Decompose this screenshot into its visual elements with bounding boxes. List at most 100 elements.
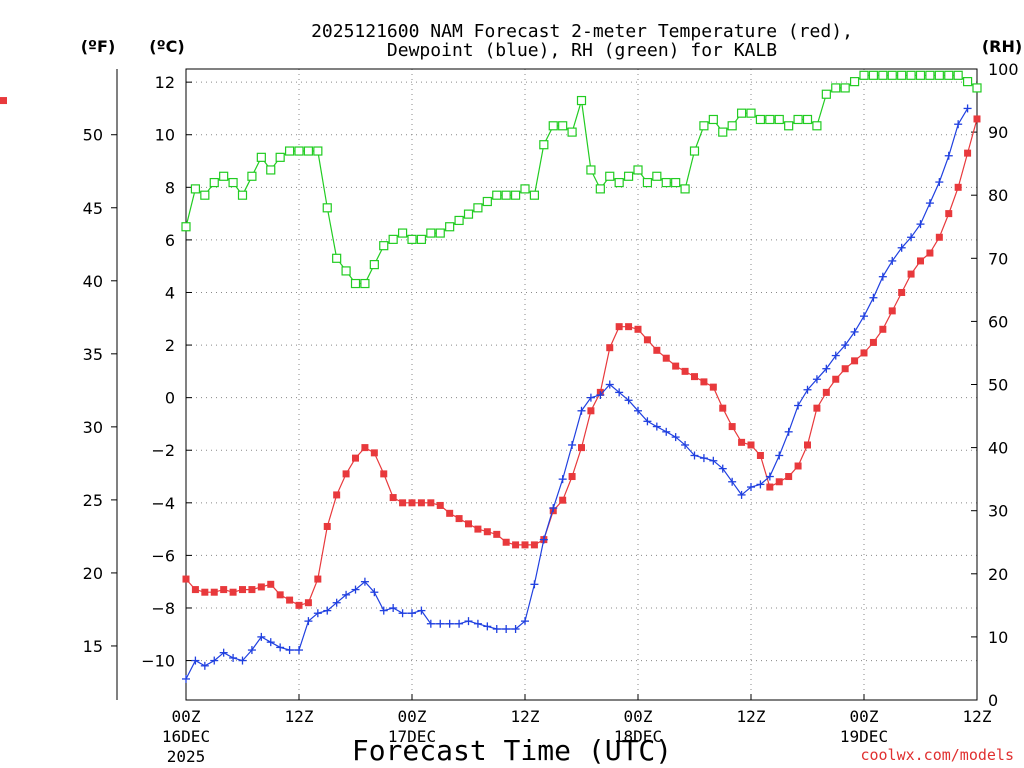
temperature-point (455, 515, 463, 523)
x-date-label: 16DEC (162, 727, 210, 746)
rh-point (812, 121, 822, 131)
fahrenheit-tick-label: 25 (83, 491, 103, 510)
dewpoint-point (586, 393, 595, 402)
dewpoint-point (276, 643, 285, 652)
rh-point (878, 70, 888, 80)
temperature-point (295, 601, 303, 609)
celsius-tick-label: 8 (165, 178, 175, 197)
rh-unit-label: (RH) (982, 37, 1022, 56)
celsius-tick-label: 2 (165, 336, 175, 355)
temperature-point (898, 288, 906, 296)
fahrenheit-tick-label: 50 (83, 126, 103, 145)
dewpoint-point (398, 609, 407, 618)
rh-point (567, 127, 577, 137)
temperature-point (417, 499, 425, 507)
celsius-tick-label: −8 (151, 599, 175, 618)
rh-point (906, 70, 916, 80)
rh-point (953, 70, 963, 80)
temperature-point (973, 115, 981, 123)
rh-point (576, 95, 587, 106)
temperature-point (427, 499, 435, 507)
rh-point (718, 127, 728, 137)
temperature-point (643, 336, 651, 344)
rh-point (284, 146, 295, 156)
celsius-tick-label: 6 (165, 231, 175, 250)
rh-point (275, 152, 285, 162)
rh-tick-label: 90 (988, 123, 1008, 142)
dewpoint-point (389, 603, 398, 612)
rh-tick-label: 40 (988, 439, 1008, 458)
celsius-tick-label: 10 (155, 126, 175, 145)
dewpoint-point (841, 341, 850, 350)
rh-point (350, 278, 361, 289)
dewpoint-point (718, 464, 727, 473)
dewpoint-point (266, 638, 275, 647)
dewpoint-point (652, 422, 661, 431)
dewpoint-point (954, 120, 963, 129)
dewpoint-point (596, 391, 605, 400)
temperature-point (502, 538, 510, 546)
rh-point (379, 241, 389, 251)
dewpoint-point (765, 472, 774, 481)
dewpoint-point (568, 440, 577, 449)
temperature-point (389, 494, 397, 502)
rh-point (558, 121, 568, 131)
rh-point (209, 177, 219, 188)
dewpoint-point (304, 617, 313, 626)
dewpoint-point (200, 661, 209, 670)
rh-point (388, 234, 398, 244)
temperature-point (822, 388, 830, 396)
temperature-point (672, 362, 680, 370)
dewpoint-line (185, 108, 969, 680)
x-tick-label: 00Z (850, 707, 879, 726)
temperature-point (691, 373, 698, 381)
credit-label: coolwx.com/models (860, 746, 1014, 764)
dewpoint-point (916, 220, 925, 229)
dewpoint-point (831, 351, 840, 360)
rh-point (397, 228, 408, 238)
dewpoint-point (681, 440, 690, 449)
temperature-point (935, 233, 943, 241)
dewpoint-point (285, 646, 294, 655)
rh-point (897, 70, 907, 80)
dewpoint-point (511, 625, 520, 634)
dewpoint-point (775, 451, 784, 460)
temperature-point (323, 522, 331, 530)
temperature-point (587, 407, 595, 415)
celsius-tick-label: 4 (165, 283, 175, 302)
rh-point (689, 146, 700, 156)
fahrenheit-tick-label: 30 (83, 418, 103, 437)
temperature-point (210, 588, 218, 596)
dewpoint-point (558, 475, 567, 484)
celsius-tick-label: −6 (151, 546, 175, 565)
temperature-point (399, 499, 407, 507)
temperature-point (342, 470, 350, 478)
x-tick-label: 12Z (963, 707, 992, 726)
temperature-point (512, 541, 520, 549)
dewpoint-point (615, 388, 624, 397)
rh-tick-label: 80 (988, 186, 1008, 205)
rh-point (821, 89, 831, 99)
temperature-point (709, 383, 717, 391)
dewpoint-point (182, 674, 190, 683)
rh-point (840, 83, 850, 93)
dewpoint-point (323, 606, 332, 615)
rh-point (784, 121, 794, 131)
temperature-point (446, 509, 454, 517)
temperature-point (756, 451, 764, 459)
temperature-point (248, 586, 256, 594)
dewpoint-point (935, 178, 944, 187)
rh-point (200, 190, 210, 200)
rh-point (445, 222, 455, 232)
rh-point (454, 215, 464, 226)
x-year-label: 2025 (167, 747, 206, 766)
dewpoint-point (219, 648, 228, 657)
dewpoint-point (247, 646, 256, 655)
dewpoint-point (963, 104, 972, 113)
temperature-point (380, 470, 388, 478)
temperature-point (653, 346, 661, 354)
temperature-point (804, 441, 811, 449)
x-tick-label: 00Z (172, 707, 201, 726)
rh-point (802, 114, 813, 125)
temperature-point (681, 367, 689, 375)
